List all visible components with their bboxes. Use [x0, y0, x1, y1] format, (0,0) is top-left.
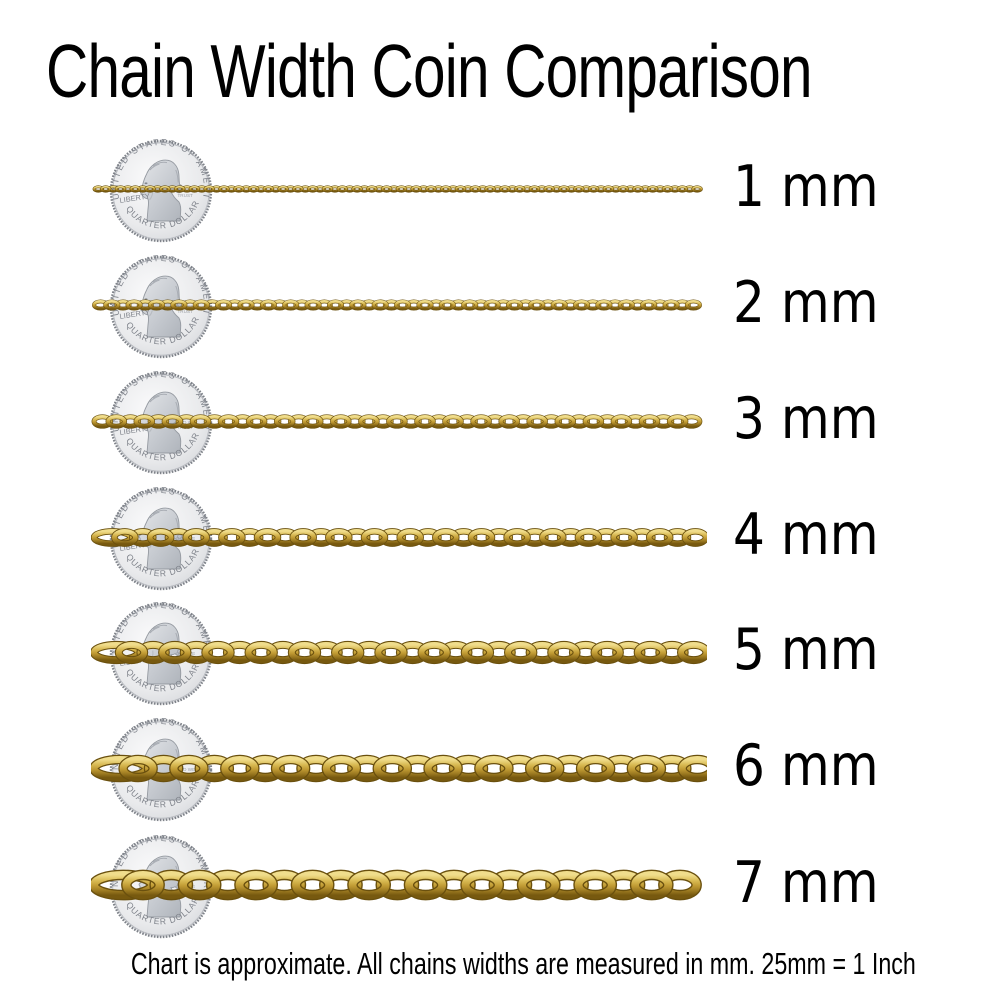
chain-size-label: 5 mm	[733, 617, 898, 683]
chain-size-label-text: 6 mm	[733, 733, 879, 800]
chain-size-label: 2 mm	[733, 270, 898, 336]
gold-chain-2mm	[92, 299, 702, 311]
gold-chain-1mm	[92, 185, 703, 193]
chart-title: Chain Width Coin Comparison	[46, 28, 1000, 114]
chain-size-label: 3 mm	[733, 386, 898, 452]
footer-note-text: Chart is approximate. All chains widths …	[130, 946, 916, 981]
chain-size-label-text: 2 mm	[733, 270, 879, 337]
chain-size-label-text: 5 mm	[733, 617, 879, 684]
gold-chain-5mm	[91, 640, 707, 664]
gold-chain-6mm	[91, 754, 707, 782]
queue-ribbon-curl	[177, 534, 183, 540]
chain-size-label-text: 1 mm	[733, 154, 879, 221]
hair-detail-lines	[149, 277, 179, 299]
coin-motto-line1: GOD WE	[176, 420, 195, 425]
chain-size-label-text: 7 mm	[733, 850, 879, 917]
chain-size-label: 6 mm	[733, 733, 898, 799]
chain-size-label: 4 mm	[733, 502, 898, 568]
footer-note: Chart is approximate. All chains widths …	[0, 946, 1000, 982]
chart-title-text: Chain Width Coin Comparison	[46, 29, 813, 113]
coin-motto-line2: TRUST	[178, 309, 194, 314]
coin-motto-line1: GOD WE	[176, 767, 195, 772]
gold-chain-4mm	[91, 527, 707, 547]
hair-detail-lines	[149, 393, 179, 415]
chain-size-label-text: 3 mm	[733, 386, 879, 453]
gold-chain-3mm	[91, 413, 703, 429]
hair-detail-lines	[149, 161, 179, 183]
eye-detail	[144, 182, 148, 185]
chain-size-label-text: 4 mm	[733, 502, 879, 569]
chain-size-label: 7 mm	[733, 850, 898, 916]
coin-inner-rim	[112, 721, 210, 819]
gold-chain-7mm	[91, 869, 702, 901]
coin-motto-line2: TRUST	[178, 193, 194, 198]
chain-size-label: 1 mm	[733, 154, 898, 220]
